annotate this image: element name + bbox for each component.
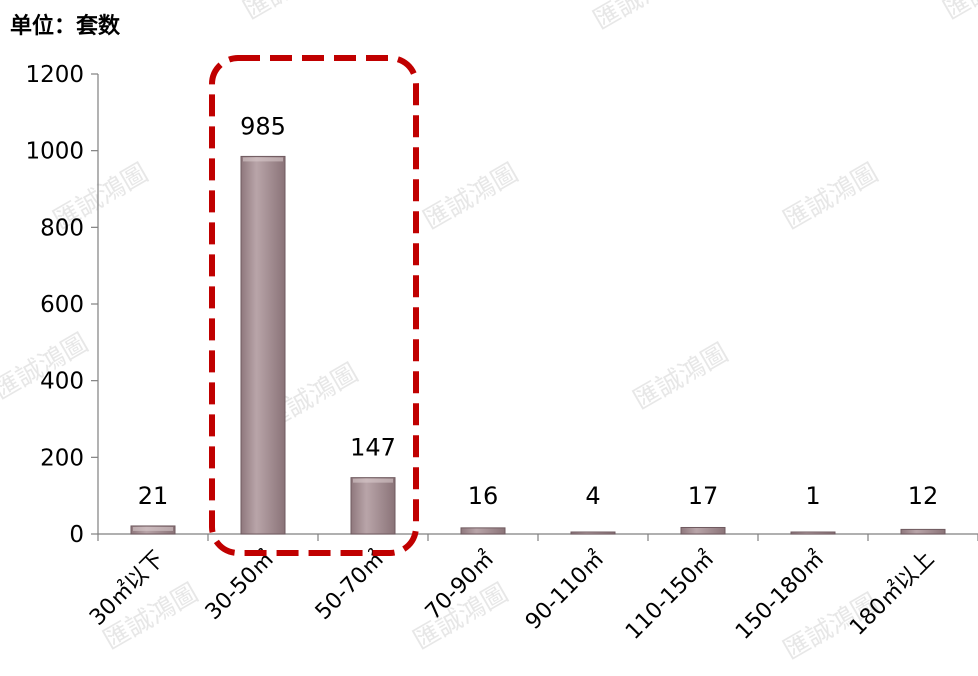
data-label: 16: [468, 482, 499, 510]
bar: [130, 525, 176, 535]
watermark-text: 匯誠鴻圖: [779, 158, 884, 236]
bar: [790, 531, 836, 535]
data-label: 17: [688, 482, 719, 510]
data-label: 21: [138, 482, 169, 510]
x-tick-label: 50-70㎡: [310, 546, 389, 625]
unit-label: 单位：套数: [10, 14, 121, 39]
y-tick-label: 800: [40, 215, 84, 241]
data-label: 985: [240, 112, 286, 140]
bar-rect: [900, 528, 946, 535]
watermark-text: 匯誠鴻圖: [419, 158, 524, 236]
y-tick-label: 600: [40, 292, 84, 318]
x-tick-label: 90-110㎡: [520, 546, 609, 635]
bar-rect: [680, 526, 726, 535]
highlight-box-layer: [209, 55, 419, 556]
watermark-text: 匯誠鴻圖: [629, 338, 734, 416]
bar-bevel: [243, 157, 283, 162]
y-tick-label: 1000: [25, 139, 84, 165]
data-label: 147: [350, 434, 396, 462]
data-label: 1: [805, 482, 820, 510]
watermark-text: 匯誠鴻圖: [239, 0, 344, 26]
data-label: 12: [908, 482, 939, 510]
bar: [460, 527, 506, 535]
bar: [570, 531, 616, 535]
y-tick-label: 200: [40, 445, 84, 471]
x-tick-label: 110-150㎡: [620, 546, 719, 645]
bar: [350, 477, 396, 535]
bar: [900, 528, 946, 535]
axes: 0 200 400 600 800 1000 1200: [25, 62, 978, 548]
bar: [240, 155, 286, 535]
bar-rect: [350, 477, 396, 535]
watermark-text: 匯誠鴻圖: [939, 0, 978, 26]
bar-rect: [240, 155, 286, 535]
bar-rect: [790, 531, 836, 535]
bar-rect: [570, 531, 616, 535]
bar-bevel: [133, 526, 173, 531]
bar: [680, 526, 726, 535]
watermark-text: 匯誠鴻圖: [589, 0, 694, 36]
bar-rect: [460, 527, 506, 535]
y-tick-label: 400: [40, 369, 84, 395]
data-label: 4: [585, 482, 600, 510]
highlight-box: [209, 55, 419, 556]
bar-bevel: [353, 478, 393, 483]
y-tick-label: 0: [69, 522, 84, 548]
bars: [130, 155, 946, 535]
x-tick-label: 30-50㎡: [200, 546, 279, 625]
y-tick-label: 1200: [25, 62, 84, 88]
